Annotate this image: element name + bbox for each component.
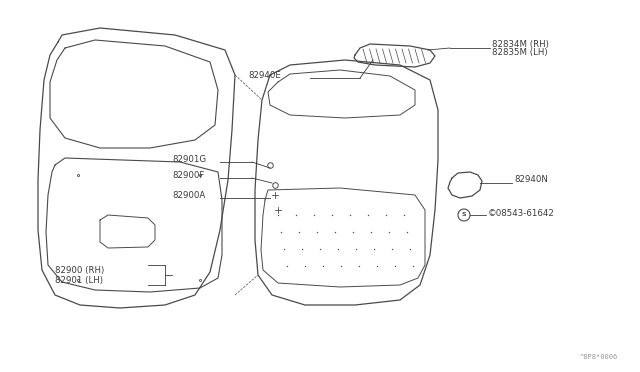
Text: 82901G: 82901G (172, 155, 206, 164)
Text: 82900F: 82900F (172, 171, 204, 180)
Text: 82900A: 82900A (172, 192, 205, 201)
Text: ©08543-61642: ©08543-61642 (488, 208, 555, 218)
Text: ^8P8*0006: ^8P8*0006 (580, 354, 618, 360)
Text: 82901 (LH): 82901 (LH) (55, 276, 103, 285)
Text: S: S (461, 212, 467, 218)
Text: 82940E: 82940E (248, 71, 281, 80)
Text: 82900 (RH): 82900 (RH) (55, 266, 104, 275)
Text: 82834M (RH): 82834M (RH) (492, 39, 549, 48)
Text: 82940N: 82940N (514, 176, 548, 185)
Text: 82835M (LH): 82835M (LH) (492, 48, 548, 58)
